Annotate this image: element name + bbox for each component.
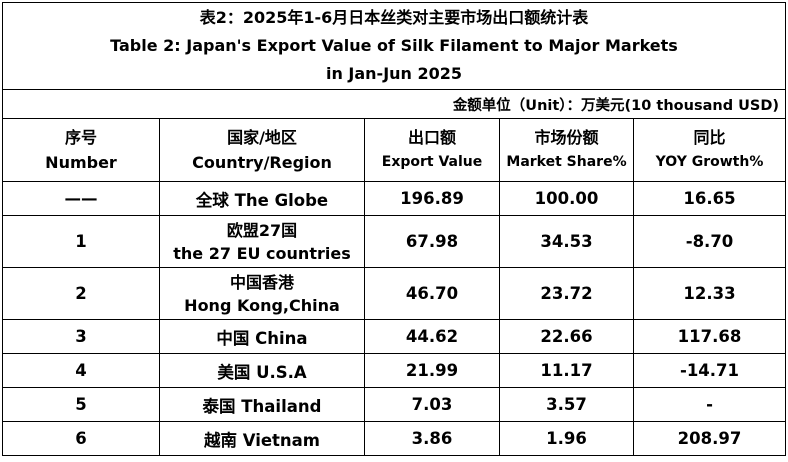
cell-share: 3.57 <box>499 387 634 422</box>
cell-yoy: 12.33 <box>633 267 786 320</box>
cell-country: 欧盟27国 the 27 EU countries <box>159 215 365 268</box>
cell-yoy: -8.70 <box>633 215 786 268</box>
table-row: 1 欧盟27国 the 27 EU countries 67.98 34.53 -… <box>2 215 786 268</box>
cell-yoy: 16.65 <box>633 181 786 216</box>
cell-export: 46.70 <box>364 267 500 320</box>
cell-number: 1 <box>2 215 160 268</box>
cell-yoy: 117.68 <box>633 319 786 354</box>
title-en-line1: Table 2: Japan's Export Value of Silk Fi… <box>110 36 678 55</box>
cell-export: 44.62 <box>364 319 500 354</box>
cell-number: 4 <box>2 353 160 388</box>
cell-country: 中国 China <box>159 319 365 354</box>
cell-share: 100.00 <box>499 181 634 216</box>
header-number: 序号 Number <box>2 118 160 182</box>
unit-label: 金额单位（Unit）：万美元(10 thousand USD) <box>2 89 786 119</box>
export-table: 表2：2025年1-6月日本丝类对主要市场出口额统计表 Table 2: Jap… <box>2 2 786 456</box>
header-export-value: 出口额 Export Value <box>364 118 500 182</box>
cell-share: 11.17 <box>499 353 634 388</box>
cell-number: 5 <box>2 387 160 422</box>
title-en-line2: in Jan-Jun 2025 <box>325 64 463 83</box>
header-row: 序号 Number 国家/地区 Country/Region 出口额 Export V… <box>2 118 786 182</box>
cell-number: 6 <box>2 421 160 456</box>
cell-share: 22.66 <box>499 319 634 354</box>
cell-yoy: - <box>633 387 786 422</box>
header-country: 国家/地区 Country/Region <box>159 118 365 182</box>
table-row: 2 中国香港 Hong Kong,China 46.70 23.72 12.33 <box>2 267 786 320</box>
table-row: 3 中国 China 44.62 22.66 117.68 <box>2 319 786 354</box>
cell-share: 23.72 <box>499 267 634 320</box>
table-row: 5 泰国 Thailand 7.03 3.57 - <box>2 387 786 422</box>
cell-number: 2 <box>2 267 160 320</box>
cell-share: 1.96 <box>499 421 634 456</box>
table-row: 6 越南 Vietnam 3.86 1.96 208.97 <box>2 421 786 456</box>
cell-export: 21.99 <box>364 353 500 388</box>
cell-country: 泰国 Thailand <box>159 387 365 422</box>
table-row: —— 全球 The Globe 196.89 100.00 16.65 <box>2 181 786 216</box>
table-container: 表2：2025年1-6月日本丝类对主要市场出口额统计表 Table 2: Jap… <box>2 2 786 456</box>
cell-share: 34.53 <box>499 215 634 268</box>
cell-yoy: 208.97 <box>633 421 786 456</box>
cell-country: 美国 U.S.A <box>159 353 365 388</box>
cell-number: —— <box>2 181 160 216</box>
header-market-share: 市场份额 Market Share% <box>499 118 634 182</box>
cell-export: 7.03 <box>364 387 500 422</box>
cell-country: 全球 The Globe <box>159 181 365 216</box>
cell-country: 越南 Vietnam <box>159 421 365 456</box>
cell-country: 中国香港 Hong Kong,China <box>159 267 365 320</box>
table-row: 4 美国 U.S.A 21.99 11.17 -14.71 <box>2 353 786 388</box>
cell-export: 3.86 <box>364 421 500 456</box>
header-yoy-growth: 同比 YOY Growth% <box>633 118 786 182</box>
cell-export: 196.89 <box>364 181 500 216</box>
cell-yoy: -14.71 <box>633 353 786 388</box>
cell-export: 67.98 <box>364 215 500 268</box>
title-zh: 表2：2025年1-6月日本丝类对主要市场出口额统计表 <box>199 8 589 27</box>
table-title: 表2：2025年1-6月日本丝类对主要市场出口额统计表 Table 2: Jap… <box>2 2 786 90</box>
cell-number: 3 <box>2 319 160 354</box>
